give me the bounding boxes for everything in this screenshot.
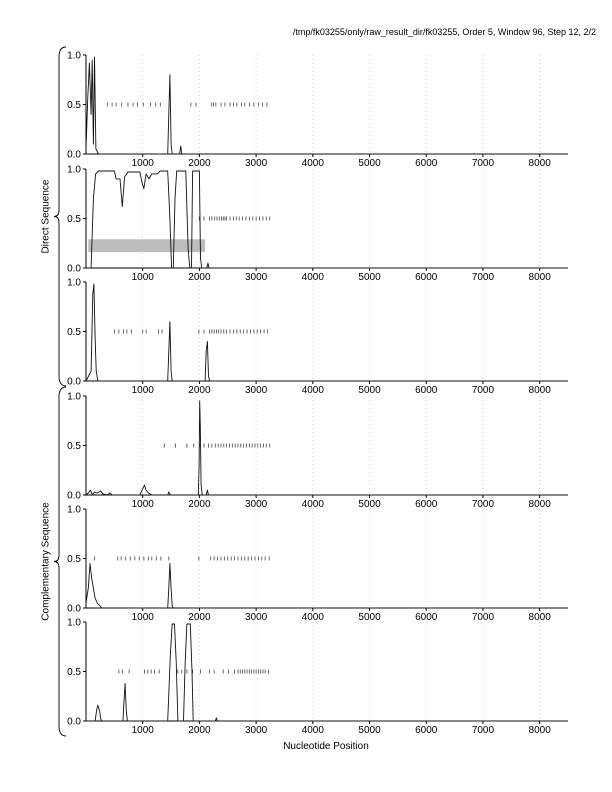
x-tick-label: 1000 — [132, 385, 155, 396]
x-tick-label: 3000 — [245, 612, 268, 623]
x-tick-label: 5000 — [358, 385, 381, 396]
x-tick-label: 3000 — [245, 385, 268, 396]
y-tick-label: 0.5 — [67, 327, 81, 338]
x-tick-label: 7000 — [472, 499, 495, 510]
y-tick-label: 0.0 — [67, 150, 81, 161]
x-tick-label: 2000 — [188, 385, 211, 396]
series-line — [85, 283, 568, 382]
x-tick-label: 8000 — [529, 612, 552, 623]
x-tick-label: 7000 — [472, 272, 495, 283]
x-tick-label: 3000 — [245, 499, 268, 510]
series-line — [85, 400, 568, 496]
x-tick-label: 5000 — [358, 499, 381, 510]
x-tick-label: 7000 — [472, 612, 495, 623]
panel-6: 0.0 0.5 1.0 1000 2000 3000 4000 5000 6000 7000 800… — [67, 618, 568, 736]
y-tick-label: 0.0 — [67, 717, 81, 728]
x-tick-label: 2000 — [188, 158, 211, 169]
x-tick-label: 7000 — [472, 385, 495, 396]
x-tick-label: 4000 — [302, 725, 325, 736]
x-tick-label: 2000 — [188, 499, 211, 510]
x-tick-label: 6000 — [415, 499, 438, 510]
y-tick-label: 0.5 — [67, 441, 81, 452]
y-tick-label: 1.0 — [67, 165, 81, 176]
panel-2: 0.0 0.5 1.0 1000 2000 3000 4000 5000 6000 7000 800… — [67, 165, 568, 283]
x-tick-label: 3000 — [245, 272, 268, 283]
page-header: /tmp/fk03255/only/raw_result_dir/fk03255… — [292, 27, 596, 37]
y-tick-label: 0.0 — [67, 491, 81, 502]
series-line — [86, 170, 568, 269]
x-tick-label: 8000 — [529, 725, 552, 736]
x-tick-label: 1000 — [132, 499, 155, 510]
x-tick-label: 5000 — [358, 725, 381, 736]
direct-sequence-brace — [53, 46, 67, 387]
y-tick-label: 0.5 — [67, 554, 81, 565]
complementary-sequence-label: Complementary Sequence — [40, 501, 52, 621]
x-tick-label: 4000 — [302, 158, 325, 169]
y-tick-label: 0.5 — [67, 667, 81, 678]
y-tick-label: 0.0 — [67, 604, 81, 615]
x-tick-label: 3000 — [245, 725, 268, 736]
x-tick-label: 2000 — [188, 612, 211, 623]
panel-5: 0.0 0.5 1.0 1000 2000 3000 4000 5000 6000 7000 800… — [67, 505, 568, 623]
y-tick-label: 0.5 — [67, 100, 81, 111]
x-tick-label: 1000 — [132, 725, 155, 736]
panel-3: 0.0 0.5 1.0 1000 2000 3000 4000 5000 6000 7000 800… — [67, 278, 568, 396]
x-tick-label: 1000 — [132, 612, 155, 623]
x-tick-label: 4000 — [302, 385, 325, 396]
x-tick-label: 3000 — [245, 158, 268, 169]
y-tick-label: 1.0 — [67, 505, 81, 516]
x-tick-label: 8000 — [529, 158, 552, 169]
direct-sequence-label: Direct Sequence — [40, 179, 52, 253]
x-tick-label: 5000 — [358, 272, 381, 283]
x-tick-label: 2000 — [188, 272, 211, 283]
x-tick-label: 7000 — [472, 158, 495, 169]
y-tick-label: 0.0 — [67, 264, 81, 275]
x-tick-label: 4000 — [302, 272, 325, 283]
x-tick-label: 6000 — [415, 725, 438, 736]
x-tick-label: 6000 — [415, 385, 438, 396]
panel-4: 0.0 0.5 1.0 1000 2000 3000 4000 5000 6000 7000 800… — [67, 392, 568, 510]
series-line — [86, 623, 568, 722]
series-line — [85, 563, 568, 609]
x-tick-label: 1000 — [132, 272, 155, 283]
x-tick-label: 4000 — [302, 612, 325, 623]
x-tick-label: 1000 — [132, 158, 155, 169]
x-tick-label: 7000 — [472, 725, 495, 736]
x-tick-label: 6000 — [415, 272, 438, 283]
y-tick-label: 0.0 — [67, 377, 81, 388]
x-tick-label: 5000 — [358, 612, 381, 623]
x-tick-label: 5000 — [358, 158, 381, 169]
x-tick-label: 2000 — [188, 725, 211, 736]
x-tick-label: 8000 — [529, 385, 552, 396]
x-tick-label: 6000 — [415, 612, 438, 623]
x-tick-label: 6000 — [415, 158, 438, 169]
y-tick-label: 1.0 — [67, 618, 81, 629]
x-axis-title: Nucleotide Position — [283, 741, 369, 752]
panel-1: 0.0 0.5 1.0 1000 2000 3000 4000 5000 6000 7000 800… — [67, 51, 568, 169]
y-tick-label: 0.5 — [67, 214, 81, 225]
y-tick-label: 1.0 — [67, 278, 81, 289]
y-tick-label: 1.0 — [67, 51, 81, 62]
series-line — [85, 56, 568, 155]
complementary-sequence-brace — [53, 386, 67, 737]
x-tick-label: 8000 — [529, 272, 552, 283]
x-tick-label: 8000 — [529, 499, 552, 510]
highlight-band — [88, 239, 206, 253]
y-tick-label: 1.0 — [67, 392, 81, 403]
x-tick-label: 4000 — [302, 499, 325, 510]
